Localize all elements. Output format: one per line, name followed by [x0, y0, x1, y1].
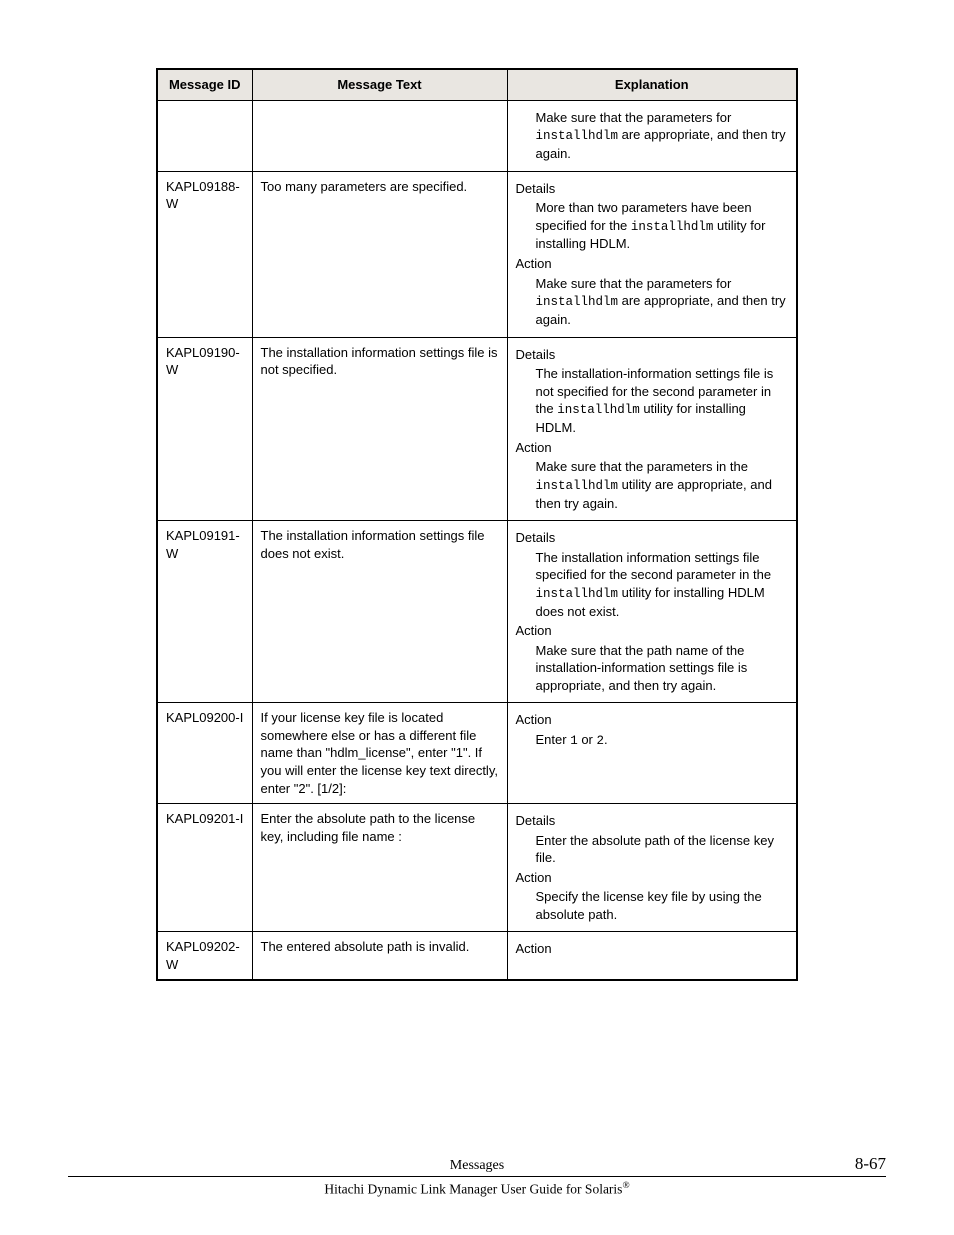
- table-header-row: Message ID Message Text Explanation: [157, 69, 797, 100]
- code-literal: installhdlm: [536, 479, 619, 493]
- explanation-text: Make sure that the parameters for instal…: [536, 275, 789, 329]
- explanation-cell: Action: [507, 932, 797, 981]
- message-text-cell: [252, 100, 507, 171]
- footer-doc-title: Hitachi Dynamic Link Manager User Guide …: [68, 1181, 886, 1198]
- header-message-text: Message Text: [252, 69, 507, 100]
- explanation-label: Details: [516, 180, 789, 198]
- explanation-text: Make sure that the parameters in the ins…: [536, 458, 789, 512]
- table-row: KAPL09190-WThe installation information …: [157, 337, 797, 521]
- message-text-cell: Enter the absolute path to the license k…: [252, 804, 507, 932]
- explanation-text: Make sure that the path name of the inst…: [536, 642, 789, 695]
- message-text-cell: The installation information settings fi…: [252, 337, 507, 521]
- code-literal: 1: [570, 734, 578, 748]
- code-literal: installhdlm: [536, 129, 619, 143]
- explanation-label: Action: [516, 622, 789, 640]
- footer-page-number: 8-67: [504, 1154, 886, 1174]
- explanation-label: Action: [516, 255, 789, 273]
- code-literal: installhdlm: [536, 587, 619, 601]
- explanation-text: More than two parameters have been speci…: [536, 199, 789, 253]
- message-id-cell: KAPL09191-W: [157, 521, 252, 703]
- message-text-cell: The installation information settings fi…: [252, 521, 507, 703]
- explanation-label: Details: [516, 529, 789, 547]
- message-id-cell: KAPL09188-W: [157, 171, 252, 337]
- explanation-cell: Details The installation information sett…: [507, 521, 797, 703]
- explanation-cell: Make sure that the parameters for instal…: [507, 100, 797, 171]
- table-row: KAPL09200-IIf your license key file is l…: [157, 703, 797, 804]
- explanation-cell: Action Enter 1 or 2.: [507, 703, 797, 804]
- explanation-text: Specify the license key file by using th…: [536, 888, 789, 923]
- explanation-text: Enter 1 or 2.: [536, 731, 789, 750]
- message-text-cell: If your license key file is located some…: [252, 703, 507, 804]
- message-id-cell: KAPL09201-I: [157, 804, 252, 932]
- code-literal: 2: [597, 734, 605, 748]
- explanation-label: Action: [516, 869, 789, 887]
- message-id-cell: KAPL09202-W: [157, 932, 252, 981]
- explanation-text: The installation-information settings fi…: [536, 365, 789, 437]
- explanation-label: Action: [516, 711, 789, 729]
- explanation-label: Details: [516, 346, 789, 364]
- explanation-text: The installation information settings fi…: [536, 549, 789, 621]
- explanation-cell: DetailsThe installation-information sett…: [507, 337, 797, 521]
- message-id-cell: [157, 100, 252, 171]
- table-row: KAPL09191-WThe installation information …: [157, 521, 797, 703]
- message-text-cell: The entered absolute path is invalid.: [252, 932, 507, 981]
- explanation-label: Action: [516, 439, 789, 457]
- header-explanation: Explanation: [507, 69, 797, 100]
- message-text-cell: Too many parameters are specified.: [252, 171, 507, 337]
- page-footer: Messages 8-67 Hitachi Dynamic Link Manag…: [68, 1154, 886, 1198]
- explanation-label: Details: [516, 812, 789, 830]
- table-row: KAPL09188-WToo many parameters are speci…: [157, 171, 797, 337]
- code-literal: installhdlm: [557, 403, 640, 417]
- explanation-cell: Details Enter the absolute path of the li…: [507, 804, 797, 932]
- header-message-id: Message ID: [157, 69, 252, 100]
- messages-table: Message ID Message Text Explanation Make…: [156, 68, 798, 981]
- footer-section-title: Messages: [450, 1158, 504, 1174]
- table-row: KAPL09201-IEnter the absolute path to th…: [157, 804, 797, 932]
- table-row: KAPL09202-WThe entered absolute path is …: [157, 932, 797, 981]
- message-id-cell: KAPL09200-I: [157, 703, 252, 804]
- code-literal: installhdlm: [536, 295, 619, 309]
- message-id-cell: KAPL09190-W: [157, 337, 252, 521]
- table-row: Make sure that the parameters for instal…: [157, 100, 797, 171]
- explanation-label: Action: [516, 940, 789, 958]
- code-literal: installhdlm: [631, 220, 714, 234]
- explanation-text: Make sure that the parameters for instal…: [536, 109, 789, 163]
- explanation-cell: DetailsMore than two parameters have bee…: [507, 171, 797, 337]
- explanation-text: Enter the absolute path of the license k…: [536, 832, 789, 867]
